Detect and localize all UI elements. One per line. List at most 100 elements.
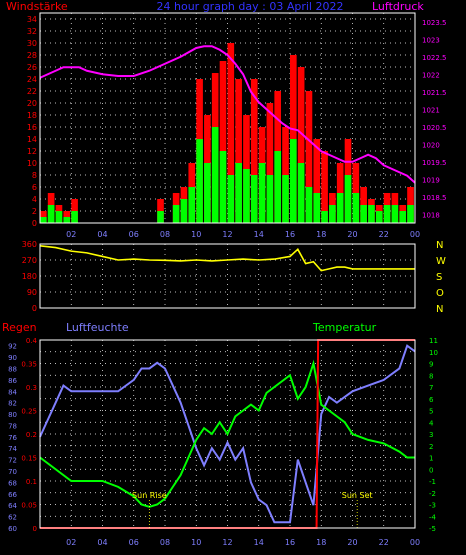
compass-label: O	[436, 288, 444, 299]
climate-panel-frame	[39, 339, 416, 529]
wind-y-tick: 22	[27, 87, 37, 96]
wind-gust-bar	[266, 103, 274, 223]
humidity-y-tick: 88	[8, 365, 17, 373]
pressure-y-tick: 1022.5	[422, 54, 447, 62]
x-tick-wind: 00	[410, 230, 420, 239]
compass-label: N	[436, 304, 443, 315]
temperature-y-tick: 11	[429, 337, 438, 345]
wind-gust-bar	[219, 61, 227, 223]
wind-y-tick: 30	[27, 39, 37, 48]
temperatur-axis-title: Temperatur	[312, 321, 377, 334]
wind-avg-bar	[227, 175, 235, 223]
wind-y-tick: 6	[32, 183, 37, 192]
humidity-y-tick: 64	[8, 502, 17, 510]
rain-y-tick: 0	[33, 525, 37, 533]
wind-avg-bar	[250, 175, 258, 223]
wind-avg-bar	[40, 217, 47, 223]
temperature-y-tick: 10	[429, 349, 438, 357]
wind-avg-bar	[204, 163, 211, 223]
x-tick-wind: 02	[66, 230, 76, 239]
x-tick-wind: 18	[316, 230, 326, 239]
compass-label: S	[436, 272, 442, 283]
direction-panel-frame	[39, 243, 416, 309]
wind-gust-bar	[227, 43, 235, 223]
wind-avg-bar	[336, 193, 344, 223]
luftfeuchte-axis-title: Luftfeuchte	[66, 321, 129, 334]
wind-avg-bar	[305, 187, 313, 223]
x-tick-climate: 20	[347, 538, 357, 547]
wind-avg-bar	[55, 211, 63, 223]
humidity-y-tick: 66	[8, 491, 17, 499]
wind-avg-bar	[243, 169, 250, 223]
wind-y-tick: 28	[27, 51, 37, 60]
wind-avg-bar	[47, 205, 55, 223]
humidity-y-tick: 60	[8, 525, 17, 533]
humidity-y-tick: 80	[8, 411, 17, 419]
rain-y-tick: 0.15	[21, 455, 37, 463]
wind-avg-bar	[368, 205, 375, 223]
wind-avg-bar	[211, 127, 219, 223]
wind-avg-bar	[399, 211, 407, 223]
compass-label: W	[436, 256, 446, 267]
humidity-y-tick: 92	[8, 343, 17, 351]
rain-y-tick: 0.05	[21, 502, 37, 510]
wind-avg-bar	[290, 139, 297, 223]
temperature-y-tick: 2	[429, 443, 433, 451]
direction-y-tick: 90	[27, 288, 37, 297]
x-tick-climate: 18	[316, 538, 326, 547]
x-tick-climate: 16	[285, 538, 295, 547]
pressure-y-tick: 1023.5	[422, 19, 447, 27]
rain-y-tick: 0.25	[21, 408, 37, 416]
wind-y-tick: 18	[27, 111, 37, 120]
temperature-y-tick: 8	[429, 372, 433, 380]
pressure-line	[39, 45, 416, 184]
x-tick-climate: 08	[160, 538, 170, 547]
wind-avg-bar	[321, 211, 328, 223]
wind-avg-bar	[407, 205, 414, 223]
wind-y-tick: 32	[27, 27, 37, 36]
wind-avg-bar	[313, 193, 321, 223]
direction-line	[39, 244, 415, 272]
temperature-y-tick: 6	[429, 396, 434, 404]
wind-avg-bar	[180, 199, 188, 223]
pressure-y-tick: 1019.5	[422, 159, 447, 167]
rain-y-tick: 0.35	[21, 361, 37, 369]
humidity-y-tick: 76	[8, 434, 17, 442]
x-tick-climate: 04	[97, 538, 107, 547]
wind-y-tick: 20	[27, 99, 37, 108]
x-tick-wind: 14	[254, 230, 264, 239]
temperature-y-tick: -1	[429, 478, 436, 486]
pressure-y-tick: 1020	[422, 141, 440, 149]
humidity-y-tick: 90	[8, 354, 17, 362]
temperature-y-tick: 9	[429, 361, 433, 369]
x-tick-wind: 12	[222, 230, 232, 239]
temperature-y-tick: 1	[429, 455, 433, 463]
wind-y-tick: 2	[32, 207, 37, 216]
humidity-y-tick: 82	[8, 400, 17, 408]
wind-gust-bar	[297, 67, 305, 223]
compass-label: N	[436, 240, 443, 251]
wind-gust-bar	[235, 79, 242, 223]
wind-avg-bar	[172, 205, 180, 223]
temperature-y-tick: -5	[429, 525, 436, 533]
wind-y-tick: 24	[27, 75, 37, 84]
wind-avg-bar	[157, 211, 164, 223]
wind-avg-bar	[219, 151, 227, 223]
wind-avg-bar	[188, 187, 196, 223]
temperature-y-tick: -2	[429, 490, 436, 498]
humidity-y-tick: 78	[8, 422, 17, 430]
wind-avg-bar	[71, 211, 78, 223]
x-tick-climate: 22	[379, 538, 389, 547]
pressure-y-tick: 1021	[422, 106, 440, 114]
humidity-y-tick: 68	[8, 479, 17, 487]
x-tick-wind: 08	[160, 230, 170, 239]
humidity-y-tick: 74	[8, 445, 17, 453]
wind-y-tick: 16	[27, 123, 37, 132]
wind-avg-bar	[329, 205, 336, 223]
rain-y-tick: 0.2	[26, 431, 37, 439]
pressure-y-tick: 1023	[422, 36, 440, 44]
wind-avg-bar	[297, 163, 305, 223]
wind-gust-bar	[321, 151, 328, 223]
wind-y-tick: 8	[32, 171, 37, 180]
